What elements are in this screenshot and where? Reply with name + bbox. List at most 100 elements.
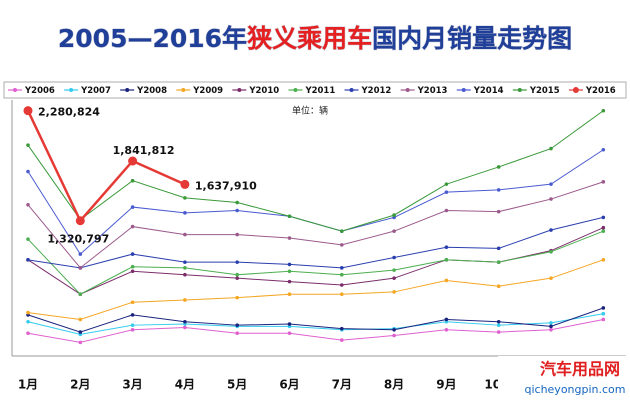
data-point <box>23 106 33 116</box>
data-point <box>392 276 396 280</box>
legend-label: Y2013 <box>417 86 448 96</box>
series-line <box>27 110 604 232</box>
legend-label: Y2016 <box>585 86 616 96</box>
data-point <box>392 290 396 294</box>
data-point <box>496 330 501 334</box>
data-point <box>496 323 501 327</box>
data-point <box>549 327 553 332</box>
x-tick-label: 2月 <box>70 378 90 392</box>
legend-label: Y2011 <box>304 86 335 96</box>
legend-marker <box>349 88 354 92</box>
data-point <box>287 292 292 297</box>
data-point <box>601 317 606 322</box>
data-point <box>130 224 135 229</box>
data-point <box>340 266 344 270</box>
data-point <box>549 146 553 151</box>
legend-label: Y2009 <box>192 86 223 96</box>
data-point <box>78 292 83 297</box>
data-label: 1,841,812 <box>113 144 175 157</box>
data-point <box>287 331 292 336</box>
legend-label: Y2007 <box>80 86 111 96</box>
series-line <box>27 318 604 343</box>
data-point <box>130 323 135 327</box>
data-point <box>183 232 187 237</box>
legend-marker <box>69 88 74 92</box>
data-point <box>235 331 239 336</box>
data-point <box>496 260 501 264</box>
data-point <box>601 306 606 310</box>
data-point <box>78 340 83 345</box>
data-point <box>287 236 292 240</box>
series-line <box>27 307 604 333</box>
data-point <box>601 229 606 233</box>
data-point <box>444 327 449 332</box>
data-point <box>183 319 187 324</box>
watermark: 汽车用品网 <box>540 360 620 379</box>
watermark-bg <box>498 356 630 401</box>
legend-label: Y2006 <box>24 86 55 96</box>
data-point <box>549 182 553 186</box>
data-point <box>183 196 187 200</box>
data-point <box>78 252 83 256</box>
legend-marker <box>237 88 242 92</box>
data-point <box>601 180 606 184</box>
data-point <box>496 209 501 214</box>
data-point <box>26 169 30 174</box>
data-point <box>26 310 30 315</box>
legend-label: Y2015 <box>529 86 560 96</box>
series-line <box>27 313 604 335</box>
data-point <box>496 188 501 192</box>
data-point <box>444 278 449 283</box>
data-point <box>601 311 606 316</box>
data-point <box>78 266 83 270</box>
data-point <box>392 213 396 217</box>
data-point <box>130 264 135 269</box>
data-point <box>601 108 606 113</box>
x-tick-label: 3月 <box>122 378 142 392</box>
data-point <box>130 269 135 274</box>
data-point <box>444 258 449 262</box>
data-point <box>287 214 292 219</box>
series-line <box>26 110 186 224</box>
x-tick-label: 9月 <box>436 378 456 392</box>
legend-label: Y2014 <box>473 86 504 96</box>
data-point <box>235 208 239 213</box>
data-point <box>235 200 239 205</box>
data-point <box>444 190 449 194</box>
data-point <box>340 326 344 331</box>
data-point <box>26 319 30 324</box>
data-point <box>601 215 606 220</box>
data-point <box>549 197 553 201</box>
data-point <box>26 258 30 262</box>
data-label: 2,280,824 <box>38 106 100 119</box>
data-point <box>340 292 344 297</box>
legend-marker <box>125 88 130 92</box>
legend-box <box>3 81 627 99</box>
data-point <box>549 250 553 254</box>
data-point <box>287 262 292 267</box>
data-point <box>26 143 30 147</box>
legend-marker <box>405 88 410 92</box>
data-point <box>130 300 135 305</box>
data-point <box>496 319 501 324</box>
data-point <box>287 322 292 326</box>
data-point <box>496 246 501 251</box>
data-point <box>496 165 501 169</box>
data-point <box>235 260 239 264</box>
data-point <box>75 216 85 226</box>
data-point <box>26 202 30 207</box>
legend-marker <box>13 88 17 92</box>
data-point <box>549 276 553 280</box>
data-point <box>340 283 344 287</box>
data-point <box>392 333 396 338</box>
title-part: 国内月销量走势图 <box>372 24 572 53</box>
data-point <box>287 269 292 274</box>
x-tick-label: 4月 <box>175 378 195 392</box>
data-point <box>235 276 239 280</box>
data-point <box>392 268 396 272</box>
data-point <box>235 232 239 237</box>
data-point <box>601 225 606 230</box>
series-line <box>27 230 604 295</box>
